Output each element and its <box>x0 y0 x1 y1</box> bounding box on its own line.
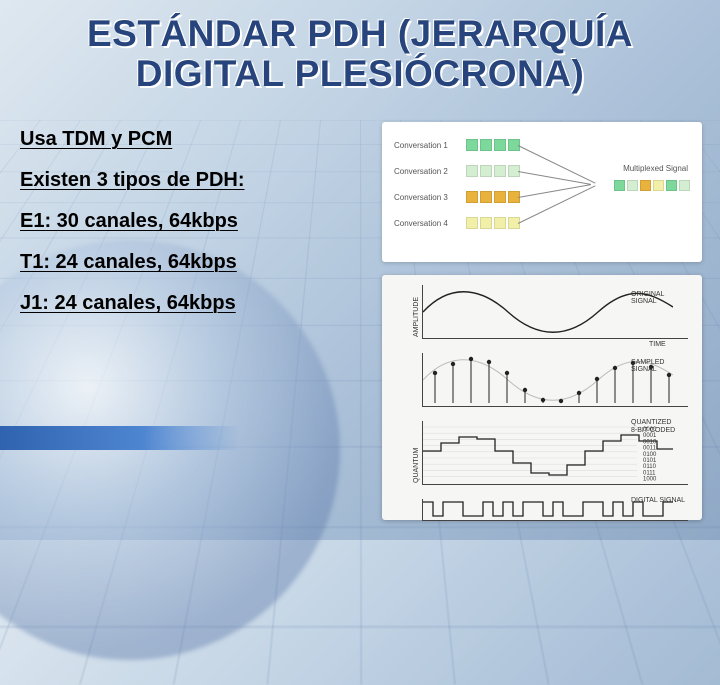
tdm-row-label: Conversation 1 <box>394 141 466 150</box>
pcm-panel: AMPLITUDETIMEORIGINAL SIGNAL <box>422 285 688 339</box>
pcm-panel: DIGITAL SIGNAL <box>422 499 688 521</box>
bullet-item: J1: 24 canales, 64kbps <box>20 292 380 315</box>
bullet-item: Existen 3 tipos de PDH: <box>20 169 380 192</box>
svg-text:0001: 0001 <box>643 433 657 439</box>
bullet-item: T1: 24 canales, 64kbps <box>20 251 380 274</box>
bullet-list: Usa TDM y PCM Existen 3 tipos de PDH: E1… <box>20 128 380 333</box>
tdm-mux-boxes <box>614 180 690 191</box>
bullet-item: Usa TDM y PCM <box>20 128 380 151</box>
tdm-row-label: Conversation 3 <box>394 193 466 202</box>
tdm-row-label: Conversation 4 <box>394 219 466 228</box>
slide-title: ESTÁNDAR PDH (JERARQUÍA DIGITAL PLESIÓCR… <box>28 14 692 94</box>
pcm-panel: SAMPLED SIGNAL <box>422 353 688 407</box>
svg-text:0010: 0010 <box>643 439 657 445</box>
bullet-item: E1: 30 canales, 64kbps <box>20 210 380 233</box>
accent-bar <box>0 426 240 450</box>
svg-text:0101: 0101 <box>643 458 657 464</box>
svg-text:0111: 0111 <box>643 470 656 476</box>
svg-text:0011: 0011 <box>643 446 657 452</box>
svg-text:1000: 1000 <box>643 477 657 483</box>
tdm-diagram: Conversation 1 Conversation 2 Conversation… <box>382 122 702 262</box>
svg-text:0110: 0110 <box>643 464 657 470</box>
tdm-row: Conversation 1 <box>394 136 690 154</box>
pcm-panel: 000000010010001101000101011001111000QUAN… <box>422 421 688 485</box>
svg-text:0100: 0100 <box>643 452 657 458</box>
tdm-row: Conversation 4 <box>394 214 690 232</box>
tdm-mux-label: Multiplexed Signal <box>623 164 688 173</box>
tdm-row-label: Conversation 2 <box>394 167 466 176</box>
pcm-diagram: AMPLITUDETIMEORIGINAL SIGNAL SAMPLED SIGN… <box>382 275 702 520</box>
